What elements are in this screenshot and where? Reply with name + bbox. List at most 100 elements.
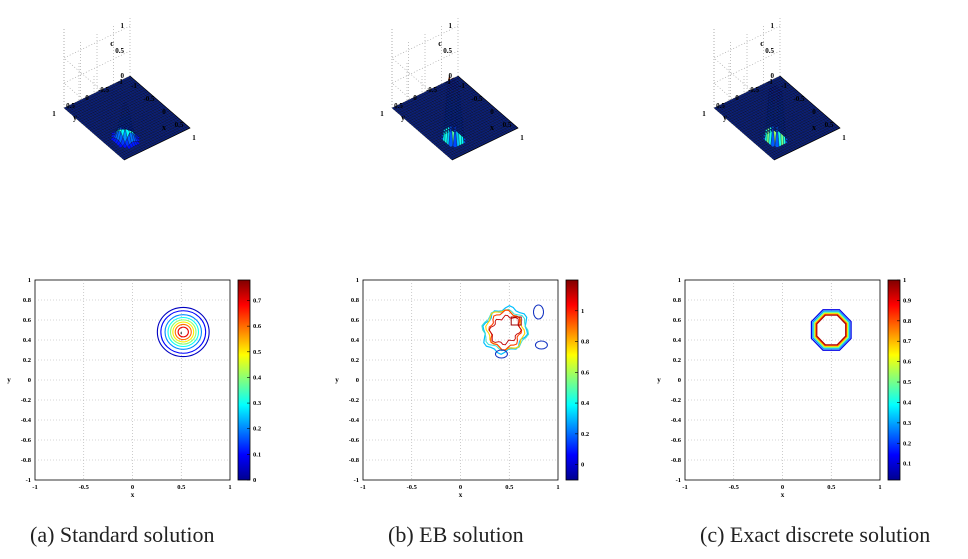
contour-line bbox=[813, 311, 850, 349]
y-axis-label: y bbox=[335, 376, 339, 384]
colorbar-tick-label: 0 bbox=[581, 462, 584, 469]
colorbar bbox=[565, 279, 579, 481]
y-tick-label: 0.8 bbox=[673, 297, 682, 304]
x-axis-label: x bbox=[459, 491, 463, 499]
y-tick-label: -0.8 bbox=[671, 457, 682, 464]
contour-line bbox=[167, 316, 200, 348]
y-axis-label: y bbox=[73, 113, 77, 122]
x-axis-label: x bbox=[162, 123, 166, 132]
y-tick-label: 0.8 bbox=[23, 297, 32, 304]
y-tick-label: -0.5 bbox=[748, 86, 760, 94]
x-tick-label: -1 bbox=[459, 82, 465, 90]
contour-line bbox=[156, 306, 210, 358]
contour-line bbox=[494, 349, 508, 359]
y-tick-label: -0.2 bbox=[671, 397, 681, 404]
colorbar-tick-label: 0.6 bbox=[253, 323, 262, 330]
colorbar bbox=[887, 279, 901, 481]
y-axis-label: y bbox=[723, 113, 727, 122]
contour-line bbox=[816, 314, 847, 346]
axis-box bbox=[773, 75, 841, 161]
y-tick-label: 0.2 bbox=[673, 357, 681, 364]
y-tick-label: 1 bbox=[678, 277, 681, 284]
y-tick-label: 0 bbox=[413, 94, 417, 102]
colorbar-tick-label: 0.9 bbox=[903, 297, 912, 304]
z-axis-label: c bbox=[110, 39, 114, 48]
contour-line bbox=[174, 323, 192, 341]
contour-line bbox=[172, 321, 195, 343]
x-tick-label: -0.5 bbox=[471, 95, 483, 103]
x-tick-label: 0.5 bbox=[503, 121, 512, 129]
colorbar-tick-label: 0.8 bbox=[581, 339, 590, 346]
colorbar-tick-label: 0.8 bbox=[903, 318, 912, 325]
x-axis-label: x bbox=[812, 123, 816, 132]
x-tick-label: 1 bbox=[192, 134, 196, 142]
contour-line bbox=[510, 316, 522, 326]
colorbar-tick-label: 0.6 bbox=[581, 369, 590, 376]
y-tick-label: 1 bbox=[702, 110, 706, 118]
y-tick-label: 0.8 bbox=[351, 297, 360, 304]
colorbar-tick-label: 0.1 bbox=[903, 461, 911, 468]
y-tick-label: 0 bbox=[356, 377, 359, 384]
x-tick-label: 1 bbox=[842, 134, 846, 142]
colorbar-tick-label: 0.3 bbox=[253, 400, 262, 407]
z-axis-label: c bbox=[760, 39, 764, 48]
x-axis-label: x bbox=[781, 491, 785, 499]
x-tick-label: -0.5 bbox=[143, 95, 155, 103]
z-tick-label: 0.5 bbox=[115, 47, 124, 55]
x-tick-label: 0 bbox=[162, 108, 166, 116]
colorbar-tick-label: 0.6 bbox=[903, 359, 912, 366]
y-tick-label: -0.4 bbox=[21, 417, 32, 424]
y-tick-label: 0.5 bbox=[66, 102, 75, 110]
y-tick-label: -0.2 bbox=[21, 397, 31, 404]
y-tick-label: -0.5 bbox=[426, 86, 438, 94]
x-tick-label: 0 bbox=[781, 484, 784, 491]
z-tick-label: 0 bbox=[771, 72, 775, 80]
colorbar-tick-label: 0.4 bbox=[903, 399, 912, 406]
axis-box bbox=[123, 75, 191, 161]
contour-line bbox=[488, 314, 522, 346]
y-tick-label: 0.4 bbox=[23, 337, 32, 344]
contour-plot-0: 1 0.8 0.6 0.4 0.2 0 -0.2 -0.4 -0.6 -0.8 -1-1 -0.5 0 0… bbox=[7, 277, 262, 499]
x-tick-label: 0.5 bbox=[175, 121, 184, 129]
x-tick-label: 1 bbox=[520, 134, 524, 142]
y-tick-label: -0.4 bbox=[349, 417, 360, 424]
contour-line bbox=[533, 304, 544, 320]
z-tick-label: 0 bbox=[121, 72, 125, 80]
y-tick-label: 0 bbox=[85, 94, 89, 102]
x-tick-label: -1 bbox=[682, 484, 687, 491]
contour-line bbox=[164, 314, 203, 350]
x-axis-label: x bbox=[490, 123, 494, 132]
y-tick-label: 0.5 bbox=[394, 102, 403, 110]
colorbar-tick-label: 0 bbox=[253, 477, 256, 484]
y-tick-label: -1 bbox=[354, 477, 359, 484]
colorbar-tick-label: 0.4 bbox=[253, 374, 262, 381]
surface-plot-0: 0 0.5 1 c -1 -0.5 0 0.5 1 x 1 0.5 0 -0.5 -1 y bbox=[52, 16, 196, 161]
contour-line bbox=[481, 308, 530, 352]
colorbar-tick-label: 1 bbox=[581, 308, 584, 315]
y-tick-label: 0 bbox=[735, 94, 739, 102]
x-tick-label: -1 bbox=[131, 82, 137, 90]
contour-line bbox=[814, 312, 849, 348]
y-tick-label: 1 bbox=[28, 277, 31, 284]
y-tick-label: 0.5 bbox=[716, 102, 725, 110]
z-tick-label: 0 bbox=[449, 72, 453, 80]
contour-line bbox=[482, 305, 529, 355]
contour-line bbox=[169, 319, 197, 345]
y-tick-label: -1 bbox=[117, 78, 123, 86]
y-axis-label: y bbox=[7, 376, 11, 384]
y-tick-label: -0.8 bbox=[21, 457, 32, 464]
x-tick-label: -1 bbox=[32, 484, 37, 491]
x-tick-label: 0.5 bbox=[825, 121, 834, 129]
y-tick-label: -1 bbox=[26, 477, 31, 484]
x-tick-label: -0.5 bbox=[407, 484, 418, 491]
axis-box bbox=[451, 75, 519, 161]
contour-line bbox=[812, 310, 851, 350]
contour-line bbox=[534, 340, 548, 350]
y-tick-label: 0 bbox=[678, 377, 681, 384]
colorbar-tick-label: 0.5 bbox=[253, 349, 262, 356]
caption-c: (c) Exact discrete solution bbox=[700, 522, 931, 547]
contour-line bbox=[160, 310, 207, 354]
y-tick-label: -0.8 bbox=[349, 457, 360, 464]
y-tick-label: 0.4 bbox=[351, 337, 360, 344]
y-tick-label: 0.6 bbox=[673, 317, 682, 324]
